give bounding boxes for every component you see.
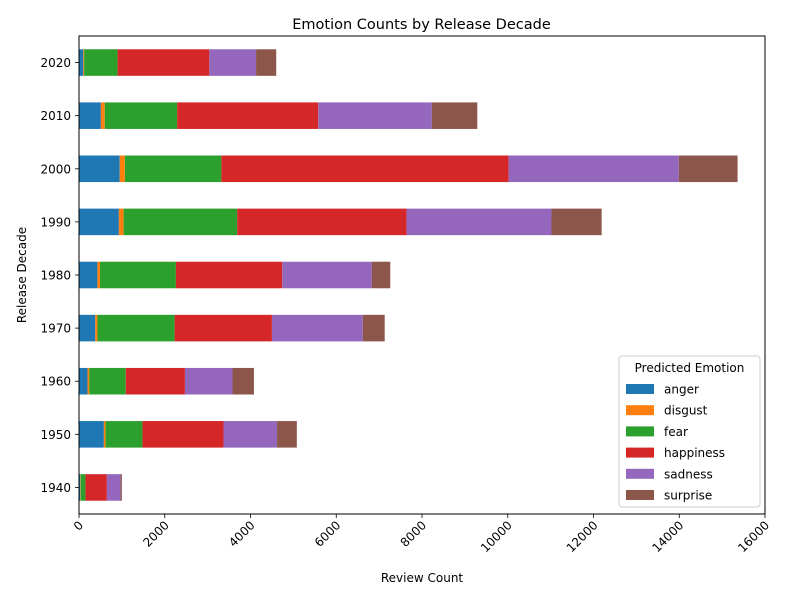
y-tick-label: 1950 (40, 428, 71, 442)
legend-title: Predicted Emotion (635, 361, 745, 375)
bar-fear-1940 (80, 474, 86, 501)
bar-happiness-1970 (174, 314, 272, 342)
y-tick-label: 2000 (40, 162, 71, 176)
bar-disgust-1960 (87, 367, 90, 395)
bar-sadness-2020 (209, 49, 257, 76)
y-tick-label: 1990 (40, 215, 71, 229)
bar-surprise-1970 (362, 314, 385, 342)
bar-fear-1970 (97, 314, 175, 342)
legend-swatch-anger (626, 384, 654, 394)
x-tick-label: 14000 (649, 518, 686, 555)
bar-surprise-1940 (120, 474, 122, 501)
bar-disgust-1980 (97, 261, 101, 289)
legend-swatch-fear (626, 426, 654, 437)
bar-sadness-2000 (508, 155, 679, 183)
bar-disgust-2010 (100, 102, 105, 129)
legend-label-anger: anger (664, 383, 699, 397)
bar-fear-2010 (104, 102, 178, 129)
x-tick-label: 10000 (478, 518, 515, 555)
bar-anger-1980 (79, 261, 98, 289)
bar-anger-2000 (79, 155, 120, 183)
x-tick-label: 16000 (735, 518, 772, 555)
x-tick-label: 12000 (564, 518, 601, 555)
bar-sadness-1950 (223, 421, 278, 448)
bar-happiness-1950 (142, 421, 224, 448)
legend-swatch-happiness (626, 447, 654, 458)
bar-fear-2000 (124, 155, 222, 183)
bar-sadness-1980 (282, 261, 372, 289)
bar-fear-1950 (105, 421, 143, 448)
bar-sadness-1940 (106, 474, 121, 501)
legend: Predicted Emotion anger disgust fear happin… (618, 355, 761, 508)
bar-disgust-2000 (119, 155, 125, 183)
bar-sadness-2010 (318, 102, 432, 129)
bar-surprise-2000 (678, 155, 738, 183)
legend-box (618, 355, 761, 508)
bar-fear-1980 (100, 261, 176, 289)
y-tick-label: 1980 (40, 269, 71, 283)
y-axis: 1940 1950 1960 1970 1980 1990 2000 2010 2020 (40, 56, 79, 495)
bar-surprise-2010 (431, 102, 478, 129)
legend-swatch-surprise (626, 490, 654, 500)
legend-label-disgust: disgust (664, 404, 708, 418)
bar-fear-1990 (123, 208, 238, 236)
bar-anger-1970 (79, 314, 96, 342)
bar-anger-2020 (79, 49, 84, 76)
legend-swatch-disgust (626, 405, 654, 416)
bar-disgust-1950 (103, 421, 106, 448)
legend-items: anger disgust fear happiness sadness surprise (626, 383, 725, 503)
x-axis-label: Review Count (381, 571, 464, 585)
bar-happiness-1940 (85, 474, 107, 501)
bar-happiness-2010 (177, 102, 319, 129)
y-tick-label: 2020 (40, 56, 71, 70)
bar-sadness-1970 (271, 314, 363, 342)
bar-sadness-1960 (184, 367, 233, 395)
legend-swatch-sadness (626, 468, 654, 479)
legend-label-sadness: sadness (664, 467, 713, 481)
bars-layer (79, 49, 738, 501)
bar-anger-1960 (79, 367, 88, 395)
y-tick-label: 1960 (40, 375, 71, 389)
bar-disgust-1990 (118, 208, 124, 236)
bar-surprise-1980 (371, 261, 391, 289)
x-tick-label: 8000 (398, 518, 429, 549)
bar-surprise-1950 (277, 421, 297, 448)
bar-disgust-1970 (95, 314, 98, 342)
y-tick-label: 1940 (40, 481, 71, 495)
bar-fear-2020 (84, 49, 118, 76)
legend-label-surprise: surprise (664, 489, 712, 503)
legend-label-happiness: happiness (664, 446, 725, 460)
y-axis-label: Release Decade (15, 227, 29, 323)
bar-fear-1960 (89, 367, 126, 395)
x-tick-label: 6000 (312, 518, 343, 549)
bar-happiness-2000 (221, 155, 509, 183)
bar-surprise-1960 (232, 367, 254, 395)
bar-happiness-1960 (125, 367, 185, 395)
bar-anger-1990 (79, 208, 119, 236)
bar-anger-1950 (79, 421, 104, 448)
bar-disgust-2020 (83, 49, 85, 76)
bar-happiness-1990 (237, 208, 407, 236)
y-tick-label: 1970 (40, 322, 71, 336)
y-tick-label: 2010 (40, 109, 71, 123)
bar-anger-2010 (79, 102, 101, 129)
x-tick-label: 4000 (226, 518, 257, 549)
legend-label-fear: fear (664, 425, 688, 439)
bar-anger-1940 (79, 474, 81, 501)
bar-sadness-1990 (406, 208, 552, 236)
bar-surprise-1990 (551, 208, 602, 236)
chart-title: Emotion Counts by Release Decade (292, 17, 551, 33)
bar-happiness-2020 (117, 49, 210, 76)
x-tick-label: 2000 (140, 518, 171, 549)
x-tick-label: 0 (71, 518, 86, 533)
x-axis: 0 2000 4000 6000 8000 10000 12000 14000 16000 (71, 514, 772, 555)
bar-happiness-1980 (175, 261, 283, 289)
bar-surprise-2020 (256, 49, 277, 76)
